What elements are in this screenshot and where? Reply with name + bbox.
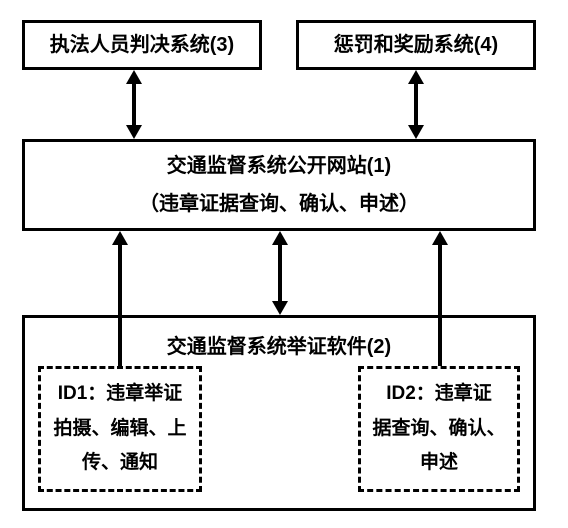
- arrow-box1-box2: [266, 231, 294, 315]
- label-box2-title: 交通监督系统举证软件(2): [167, 332, 391, 362]
- box-reward-system: 惩罚和奖励系统(4): [296, 20, 536, 70]
- arrow-box4-box1: [402, 70, 430, 139]
- box-id1: ID1：违章举证 拍摄、编辑、上 传、通知: [38, 366, 202, 492]
- box-judgment-system: 执法人员判决系统(3): [22, 20, 262, 70]
- label-box4: 惩罚和奖励系统(4): [334, 30, 498, 60]
- label-box1-line1: 交通监督系统公开网站(1): [167, 151, 391, 181]
- label-id2-line3: 申述: [420, 449, 458, 478]
- label-id1-line2: 拍摄、编辑、上: [53, 415, 186, 444]
- label-id1-line3: 传、通知: [82, 449, 158, 478]
- arrow-id1-box1: [106, 231, 134, 366]
- label-id2-line2: 据查询、确认、: [372, 415, 505, 444]
- box-id2: ID2：违章证 据查询、确认、 申述: [358, 366, 520, 492]
- label-box3: 执法人员判决系统(3): [50, 30, 234, 60]
- box-public-website: 交通监督系统公开网站(1) （违章证据查询、确认、申述）: [22, 139, 536, 231]
- label-id1-line1: ID1：违章举证: [58, 380, 183, 409]
- label-box1-line2: （违章证据查询、确认、申述）: [139, 189, 419, 219]
- arrow-id2-box1: [426, 231, 454, 366]
- label-id2-line1: ID2：违章证: [386, 380, 492, 409]
- arrow-box3-box1: [120, 70, 148, 139]
